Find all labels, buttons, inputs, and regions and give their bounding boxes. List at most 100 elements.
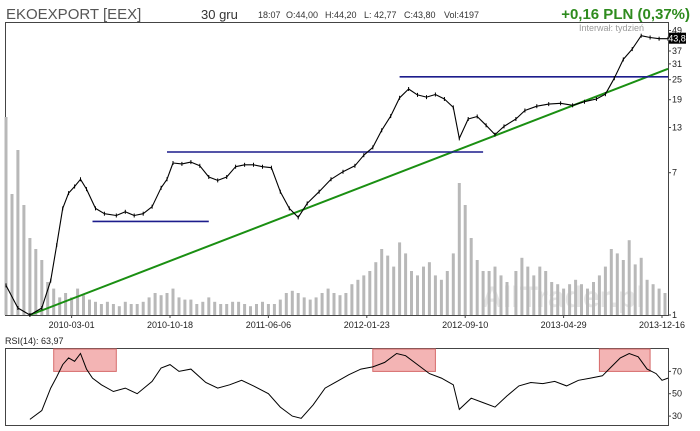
volume-bar [350, 284, 354, 315]
last-price-marker: 43,8 [668, 32, 686, 44]
volume-bar [621, 260, 625, 315]
volume-bar [469, 238, 473, 315]
price-tick-label: 25 [672, 75, 682, 85]
volume-bar [445, 271, 449, 315]
volume-bar [422, 266, 425, 315]
volume-bar [58, 297, 62, 315]
volume-bar [368, 271, 372, 315]
volume-bar [433, 275, 437, 315]
volume-bar [332, 293, 336, 315]
volume-bar [266, 304, 270, 315]
volume-value: Vol:4197 [444, 10, 479, 20]
volume-bar [284, 293, 288, 315]
volume-bar [633, 264, 637, 315]
volume-bar [439, 279, 443, 315]
volume-bar [410, 271, 413, 315]
volume-bar [64, 293, 68, 315]
volume-bar [586, 288, 589, 315]
volume-bar [4, 117, 8, 315]
low-value: L: 42,77 [364, 10, 397, 20]
volume-bar [609, 249, 613, 315]
volume-bar [183, 299, 187, 315]
volume-bar [493, 266, 497, 315]
volume-bar [290, 290, 294, 315]
volume-bar [272, 304, 276, 315]
open-value: O:44,00 [286, 10, 318, 20]
volume-bar [326, 288, 330, 315]
rsi-overbought-zone [53, 348, 117, 372]
volume-bar [249, 306, 252, 315]
rsi-tick-label: 70 [672, 366, 682, 376]
volume-bar [645, 279, 649, 315]
volume-bar [76, 288, 80, 315]
volume-bar [34, 249, 38, 315]
volume-bar [574, 279, 578, 315]
volume-bar [615, 253, 619, 315]
volume-bar [16, 150, 20, 315]
quote-date: 30 gru [201, 7, 238, 22]
price-tick-label: 7 [672, 168, 677, 178]
last-price-box [669, 32, 686, 44]
high-value: H:44,20 [325, 10, 357, 20]
volume-bar [135, 304, 139, 315]
close-value: C:43,80 [404, 10, 436, 20]
rsi-series [29, 352, 669, 420]
price-tick-label: 1 [672, 310, 677, 320]
rsi-line [29, 352, 669, 420]
rsi-tick-label: 30 [672, 411, 682, 421]
volume-bar [201, 301, 205, 315]
last-price-label: 43,8 [668, 34, 686, 44]
volume-bar [153, 293, 157, 315]
volume-bar [451, 253, 455, 315]
volume-bar [278, 299, 282, 315]
rsi-axis: 30 50 70 [668, 366, 682, 421]
volume-bar [99, 304, 103, 315]
volume-bar [141, 301, 145, 315]
volume-bar [526, 266, 530, 315]
date-tick-label: 2012-01-23 [344, 320, 390, 330]
rsi-tick-label: 50 [672, 389, 682, 399]
volume-bar [657, 288, 661, 315]
volume-bar [392, 266, 396, 315]
volume-bar [296, 293, 300, 315]
volume-bar [362, 275, 366, 315]
volume-bar [639, 257, 643, 315]
volume-bar [457, 183, 461, 315]
volume-bar [475, 260, 479, 315]
interval-label: Interwał: tydzień [579, 23, 644, 33]
volume-bar [499, 275, 503, 315]
volume-bar [243, 304, 247, 315]
volume-bar [481, 271, 485, 315]
volume-bar [514, 271, 518, 315]
volume-bar [505, 282, 509, 315]
volume-bar [302, 297, 306, 315]
volume-bar [562, 288, 566, 315]
volume-bar [427, 262, 431, 315]
volume-bar [159, 295, 163, 315]
price-series [5, 33, 669, 317]
volume-bar [46, 282, 50, 315]
volume-bar [177, 297, 181, 315]
volume-bar [237, 301, 241, 315]
volume-bar [117, 306, 121, 315]
quote-time: 18:07 [258, 10, 281, 20]
volume-bar [463, 205, 467, 315]
volume-bar [213, 301, 217, 315]
volume-bar [532, 275, 536, 315]
price-tick-label: 37 [672, 46, 682, 56]
price-change: +0,16 PLN (0,37%) [561, 6, 690, 23]
volume-bar [320, 293, 324, 315]
rsi-panel-frame [5, 348, 669, 426]
volume-bar [568, 284, 572, 315]
volume-bar [10, 194, 14, 315]
volume-bar [556, 284, 560, 315]
rsi-title: RSI(14): 63,97 [5, 336, 64, 346]
date-tick-label: 2013-12-16 [639, 320, 685, 330]
volume-bar [88, 299, 91, 315]
volume-bar [171, 288, 175, 315]
volume-bar [538, 266, 542, 315]
volume-bar [380, 249, 384, 315]
volume-bar [544, 271, 548, 315]
volume-bar [627, 240, 631, 315]
